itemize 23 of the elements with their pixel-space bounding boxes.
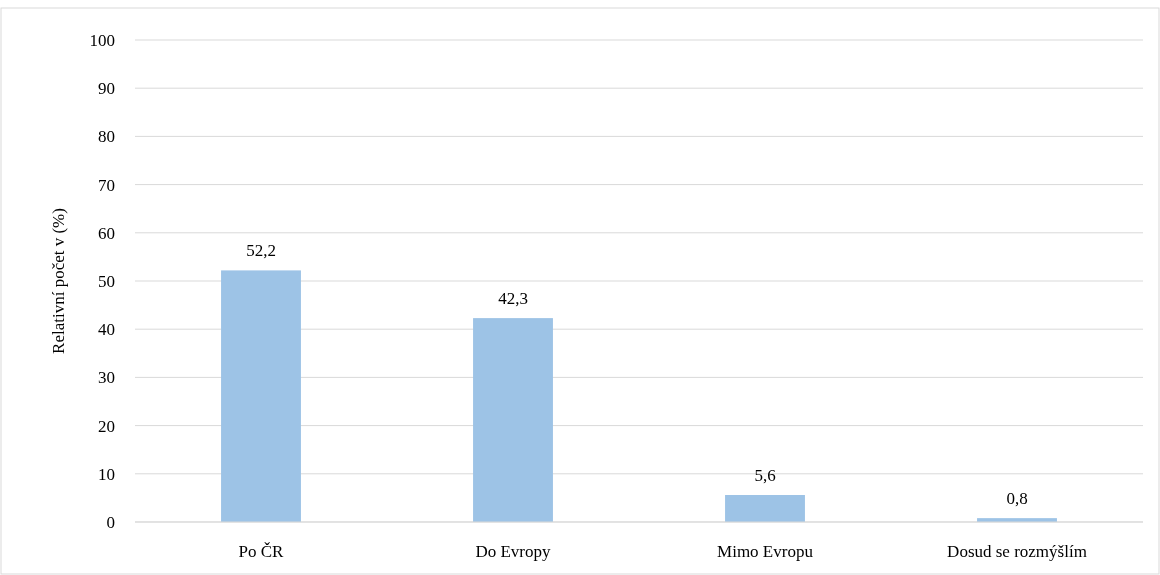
data-label: 52,2 [246,241,276,261]
y-tick-label: 90 [98,79,115,99]
y-axis-title: Relativní počet v (%) [49,208,68,354]
y-tick-label: 0 [106,512,115,532]
data-label: 0,8 [1006,489,1028,509]
bar [221,270,301,522]
y-tick-label: 60 [98,223,115,243]
data-label: 5,6 [754,466,776,486]
y-tick-label: 50 [98,271,115,291]
x-tick-label: Mimo Evropu [717,542,814,561]
y-tick-label: 10 [98,464,115,484]
y-tick-label: 80 [98,127,115,147]
y-tick-label: 100 [89,30,115,50]
y-tick-label: 70 [98,175,115,195]
y-tick-label: 20 [98,416,115,436]
x-tick-label: Do Evropy [475,542,552,561]
bar [725,495,805,522]
data-label: 42,3 [498,289,528,309]
x-tick-label: Po ČR [238,542,285,561]
y-tick-label: 40 [98,320,115,340]
x-tick-label: Dosud se rozmýšlím [947,542,1087,561]
y-tick-label: 30 [98,368,115,388]
bar [473,318,553,522]
